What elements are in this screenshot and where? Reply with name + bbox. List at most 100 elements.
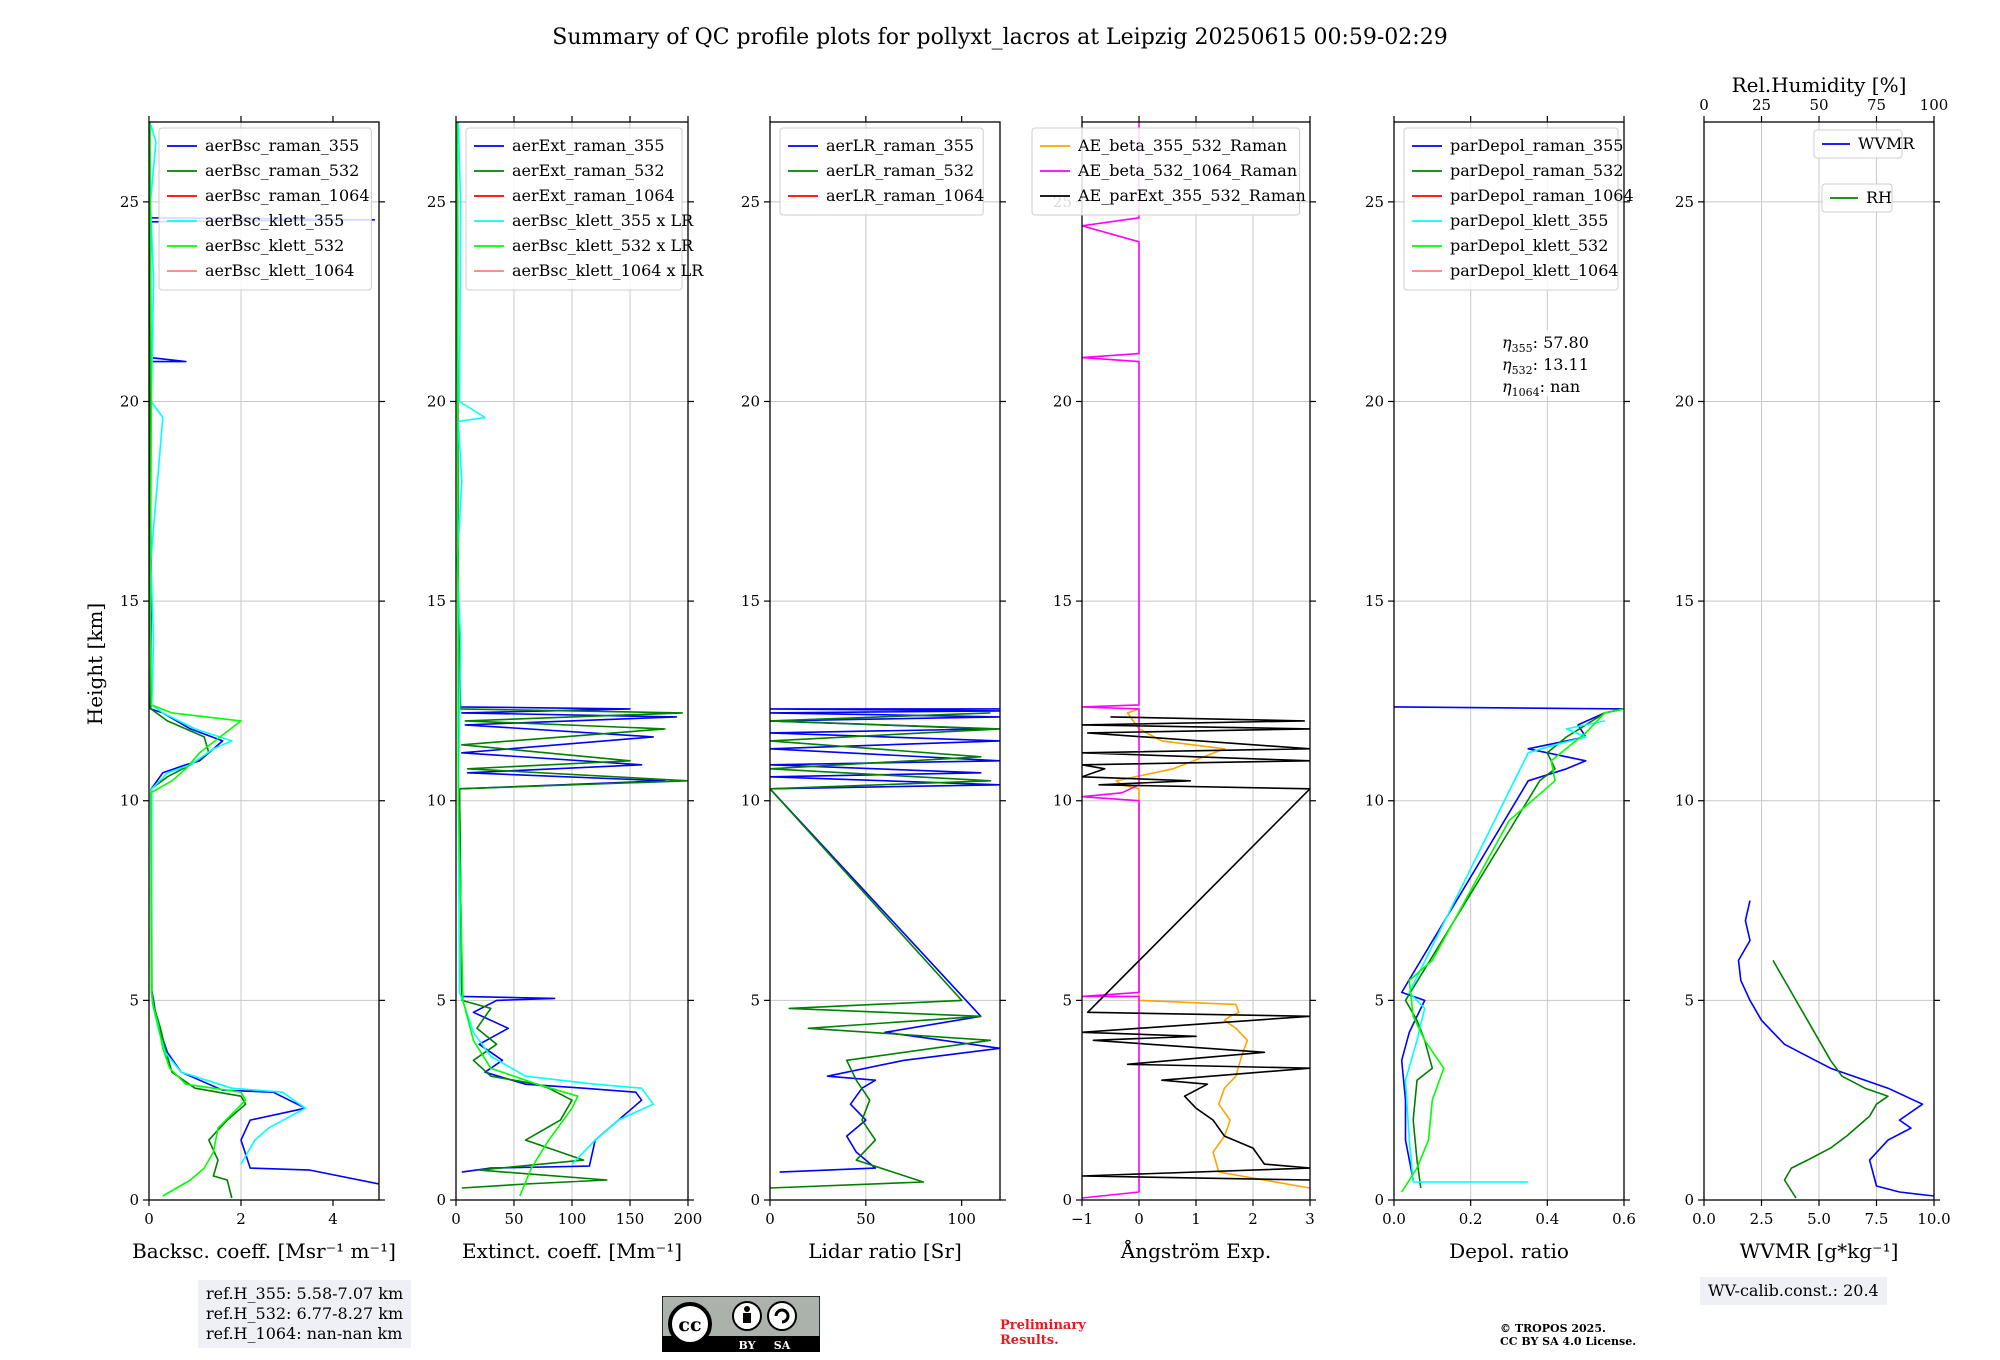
x-tick-label: 150 [616,1210,645,1228]
panel-extinction: 0 50 100 150 200 0 5 10 15 20 25 Extinct. coeff. [M… [427,116,704,1263]
legend-label: aerBsc_klett_1064 [205,261,354,280]
y-tick-label: 20 [1365,392,1384,410]
x-tick-label: 2 [1248,1210,1258,1228]
y-tick-label: 5 [129,991,139,1009]
ref-height-355: ref.H_355: 5.58-7.07 km [206,1284,404,1303]
panel-depol: 0.0 0.2 0.4 0.6 0 5 10 15 20 25 Depol. ratio parDep… [1365,116,1636,1263]
legend-label: aerBsc_klett_1064 x LR [512,261,704,280]
x-tick-label: 0 [1134,1210,1144,1228]
y-tick-label: 0 [1684,1191,1694,1209]
legend: aerLR_raman_355 aerLR_raman_532 aerLR_rama… [779,127,984,216]
x-tick-label: 2.5 [1750,1210,1774,1228]
reference-height-box: ref.H_355: 5.58-7.07 km ref.H_532: 6.77-… [198,1280,412,1348]
axes-frame [148,121,380,1201]
x-tick-label: 4 [328,1210,338,1228]
legend-box [465,127,683,291]
legend-box [1403,127,1619,291]
series-aerLR_raman_355 [770,708,1000,1173]
panel-backscatter: 0 2 4 0 5 10 15 20 25 Backsc. coeff. [Msr⁻¹ m⁻¹] a… [120,116,396,1263]
y-tick-label: 10 [120,792,139,810]
x-axis-label: Extinct. coeff. [Mm⁻¹] [462,1239,682,1263]
wv-calibration-constant: WV-calib.const.: 20.4 [1708,1281,1879,1300]
x-tick-label: 7.5 [1865,1210,1889,1228]
figure-title: Summary of QC profile plots for pollyxt_… [552,25,1447,50]
y-tick-label: 10 [1675,792,1694,810]
series-parDepol_raman_532 [1404,708,1624,1189]
legend-label: aerExt_raman_532 [512,161,665,180]
y-tick-label: 20 [741,392,760,410]
x-tick-label: 200 [674,1210,703,1228]
legend-label: aerLR_raman_355 [826,136,974,155]
legend-label: parDepol_klett_355 [1450,211,1608,230]
x-tick-label: 0 [144,1210,154,1228]
legend-box [1813,129,1903,159]
x-axis-label: Backsc. coeff. [Msr⁻¹ m⁻¹] [132,1239,396,1263]
cc-license-badge: cc BY SA [662,1296,820,1352]
legend-label: aerExt_raman_1064 [512,186,675,205]
legend-label: aerBsc_raman_355 [205,136,359,155]
y-tick-label: 15 [741,592,760,610]
x-axis-label: WVMR [g*kg⁻¹] [1740,1239,1899,1263]
top-x-tick-label: 100 [1920,96,1949,114]
share-alike-icon [767,1301,797,1331]
x-tick-label: 1 [1191,1210,1201,1228]
x-tick-label: 100 [558,1210,587,1228]
y-tick-label: 15 [1675,592,1694,610]
series-RH [1772,960,1889,1199]
legend: parDepol_raman_355 parDepol_raman_532 parD… [1403,127,1634,291]
y-tick-label: 10 [427,792,446,810]
series-group [149,122,379,1199]
legend-label: aerBsc_klett_355 x LR [512,211,694,230]
eta-row: η1064: nan [1502,377,1580,399]
legend-label: aerBsc_klett_355 [205,211,344,230]
series-aerExt_raman_355 [456,122,678,1173]
y-tick-label: 15 [1365,592,1384,610]
panel-angstrom: −101230510152025Ångström Exp.AE_beta_355… [1031,116,1316,1263]
y-tick-label: 20 [427,392,446,410]
y-tick-label: 0 [750,1191,760,1209]
y-tick-label: 5 [1374,991,1384,1009]
y-tick-label: 20 [1053,392,1072,410]
legend-box [779,127,984,216]
series-WVMR [1737,900,1934,1197]
x-tick-label: 50 [856,1210,875,1228]
series-aerBsc_raman_532 [149,122,247,1199]
x-axis-label: Ångström Exp. [1120,1238,1271,1263]
y-tick-label: 5 [1684,991,1694,1009]
x-tick-label: 10.0 [1917,1210,1950,1228]
x-tick-label: 100 [947,1210,976,1228]
legend-label: parDepol_klett_1064 [1450,261,1619,280]
x-tick-label: 0.4 [1535,1210,1559,1228]
y-tick-label: 15 [427,592,446,610]
y-tick-label: 10 [1365,792,1384,810]
legend-label: parDepol_raman_1064 [1450,186,1634,205]
x-tick-label: −1 [1071,1210,1093,1228]
legend-label: aerLR_raman_1064 [826,186,984,205]
y-tick-label: 10 [741,792,760,810]
legend-label: parDepol_raman_532 [1450,161,1623,180]
legend-label: aerExt_raman_355 [512,136,665,155]
legend: AE_beta_355_532_Raman AE_beta_532_1064_Ra… [1031,127,1306,216]
legend-label: AE_beta_532_1064_Raman [1077,161,1297,180]
series-parDepol_raman_355 [1394,706,1624,1181]
legend-label: AE_beta_355_532_Raman [1077,136,1287,155]
top-x-tick-label: 75 [1867,96,1886,114]
legend-label: aerBsc_klett_532 [205,236,344,255]
legend-box [158,127,372,291]
series-aerBsc_klett_532 x LR [456,122,579,1197]
top-x-tick-label: 0 [1699,96,1709,114]
y-tick-label: 25 [427,193,446,211]
legend-label: parDepol_klett_532 [1450,236,1608,255]
axes-frame [769,121,1001,1201]
series-AE_beta_532_1064_Raman [1082,122,1140,1199]
legend-label: RH [1866,188,1892,207]
cc-icon [668,1302,712,1346]
wv-calibration-box: WV-calib.const.: 20.4 [1700,1277,1887,1305]
y-tick-label: 15 [120,592,139,610]
legend: aerExt_raman_355 aerExt_raman_532 aerExt_r… [465,127,704,291]
legend: aerBsc_raman_355 aerBsc_raman_532 aerBsc_r… [158,127,372,291]
svg-text:cc: cc [678,1314,701,1336]
series-group [1737,900,1934,1199]
